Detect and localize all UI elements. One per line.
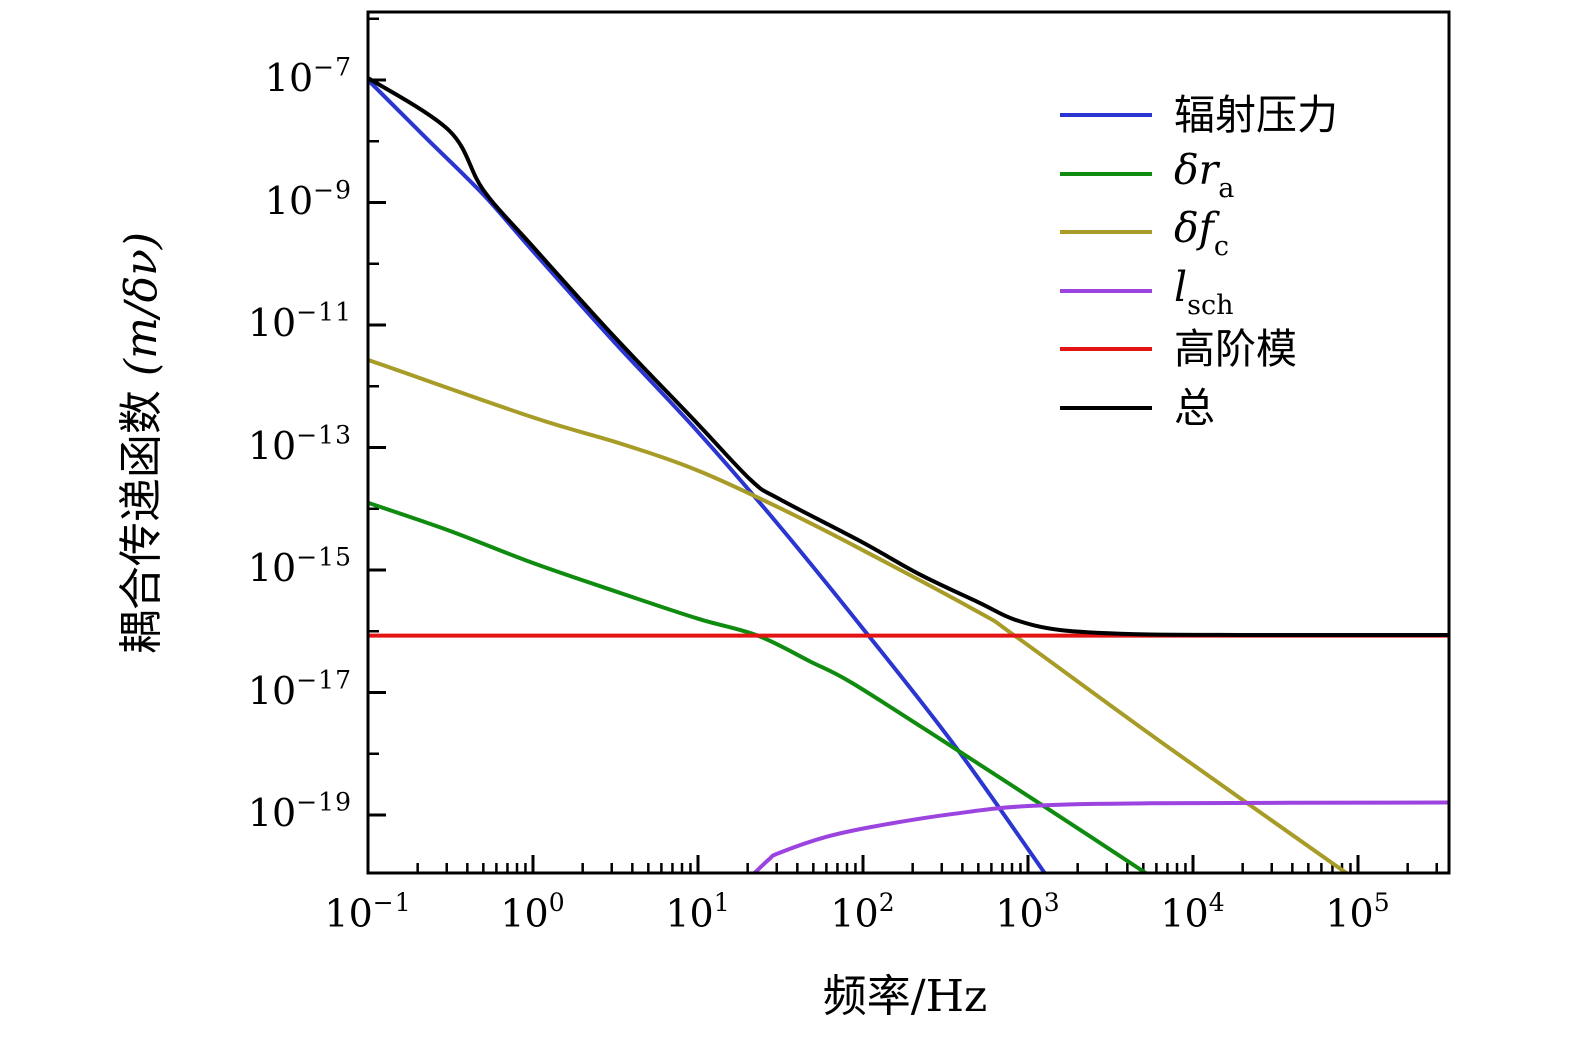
series-line-2 xyxy=(368,357,1350,873)
legend-swatch-3 xyxy=(1060,288,1152,293)
x-tick-label: 101 xyxy=(665,888,731,936)
y-tick-label: 10−19 xyxy=(247,787,352,836)
legend-label-1: δra xyxy=(1174,145,1235,204)
x-tick-label: 103 xyxy=(995,888,1061,936)
series-line-1 xyxy=(368,500,1150,873)
y-axis-title-text: 耦合传递函数 xyxy=(116,376,167,655)
legend-item-3: lsch xyxy=(1060,262,1234,321)
legend-item-2: δfc xyxy=(1060,204,1229,263)
x-tick-label: 102 xyxy=(830,888,896,936)
legend-item-4: 高阶模 xyxy=(1060,324,1297,374)
x-tick-label: 104 xyxy=(1160,888,1226,936)
legend-swatch-4 xyxy=(1060,347,1152,352)
y-axis-title: 耦合传递函数 (m/δν) xyxy=(116,232,167,654)
series-line-3 xyxy=(751,800,1448,873)
legend-swatch-0 xyxy=(1060,113,1152,117)
y-tick-label: 10−17 xyxy=(247,664,352,713)
plot-border xyxy=(366,10,1451,875)
series-line-0 xyxy=(368,78,1048,873)
y-tick-label: 10−9 xyxy=(264,174,352,223)
legend-item-1: δra xyxy=(1060,145,1235,204)
series-line-5 xyxy=(368,76,1448,638)
y-axis-title-units: (m/δν) xyxy=(116,231,167,377)
y-tick-label: 10−13 xyxy=(247,419,352,468)
legend-item-5: 总 xyxy=(1060,383,1215,433)
legend-swatch-2 xyxy=(1060,230,1152,235)
legend-label-5: 总 xyxy=(1174,383,1215,432)
y-tick-label: 10−11 xyxy=(247,297,352,346)
y-tick-label: 10−15 xyxy=(247,542,352,591)
x-tick-label: 10−1 xyxy=(324,888,412,936)
x-axis-title: 频率/Hz xyxy=(822,971,988,1022)
legend-label-4: 高阶模 xyxy=(1174,324,1297,373)
legend-label-0: 辐射压力 xyxy=(1174,90,1338,139)
x-tick-label: 100 xyxy=(500,888,566,936)
legend-label-2: δfc xyxy=(1174,204,1229,263)
legend-label-3: lsch xyxy=(1174,262,1234,321)
legend-swatch-5 xyxy=(1060,406,1152,410)
x-tick-label: 105 xyxy=(1325,888,1391,936)
legend-swatch-1 xyxy=(1060,171,1152,176)
y-tick-label: 10−7 xyxy=(264,52,352,101)
legend-item-0: 辐射压力 xyxy=(1060,90,1338,140)
